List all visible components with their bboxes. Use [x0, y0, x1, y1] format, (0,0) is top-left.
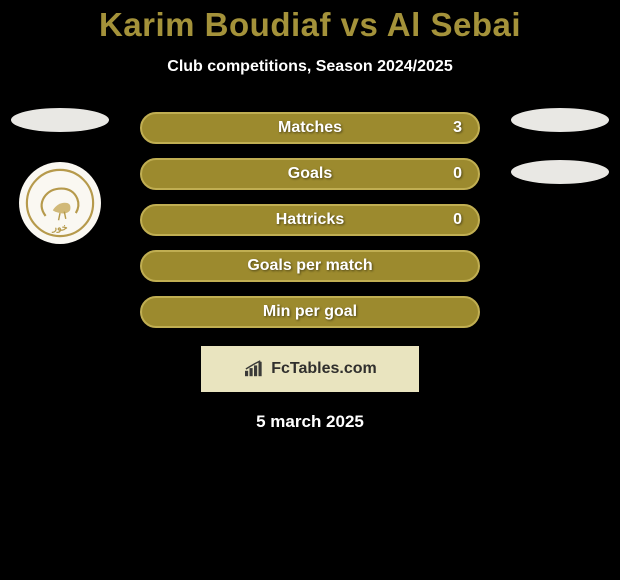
brand-chart-icon — [243, 360, 265, 378]
stat-bar-goals-per-match: Goals per match — [140, 250, 480, 282]
stat-bar-matches: Matches 3 — [140, 112, 480, 144]
player-placeholder-right-1 — [511, 108, 609, 132]
stat-bar-hattricks: Hattricks 0 — [140, 204, 480, 236]
stat-bar-min-per-goal: Min per goal — [140, 296, 480, 328]
stat-label: Goals — [288, 165, 332, 183]
page-title: Karim Boudiaf vs Al Sebai — [0, 0, 620, 44]
stat-value: 3 — [453, 119, 462, 137]
player-placeholder-right-2 — [511, 160, 609, 184]
right-badges — [510, 108, 610, 184]
date-text: 5 march 2025 — [0, 412, 620, 432]
stat-label: Matches — [278, 119, 342, 137]
stat-label: Goals per match — [247, 257, 372, 275]
stats-container: خور Matches 3 Goals 0 Hattricks 0 Goals … — [0, 112, 620, 328]
brand-text: FcTables.com — [271, 360, 377, 378]
stat-label: Hattricks — [276, 211, 344, 229]
player-placeholder-left — [11, 108, 109, 132]
stat-bars: Matches 3 Goals 0 Hattricks 0 Goals per … — [140, 112, 480, 328]
left-badges: خور — [10, 108, 110, 244]
stat-bar-goals: Goals 0 — [140, 158, 480, 190]
subtitle: Club competitions, Season 2024/2025 — [0, 58, 620, 76]
brand-box: FcTables.com — [201, 346, 419, 392]
svg-text:خور: خور — [51, 222, 67, 233]
club-logo-left: خور — [19, 162, 101, 244]
club-crest-icon: خور — [24, 167, 96, 239]
stat-value: 0 — [453, 165, 462, 183]
stat-label: Min per goal — [263, 303, 357, 321]
stat-value: 0 — [453, 211, 462, 229]
